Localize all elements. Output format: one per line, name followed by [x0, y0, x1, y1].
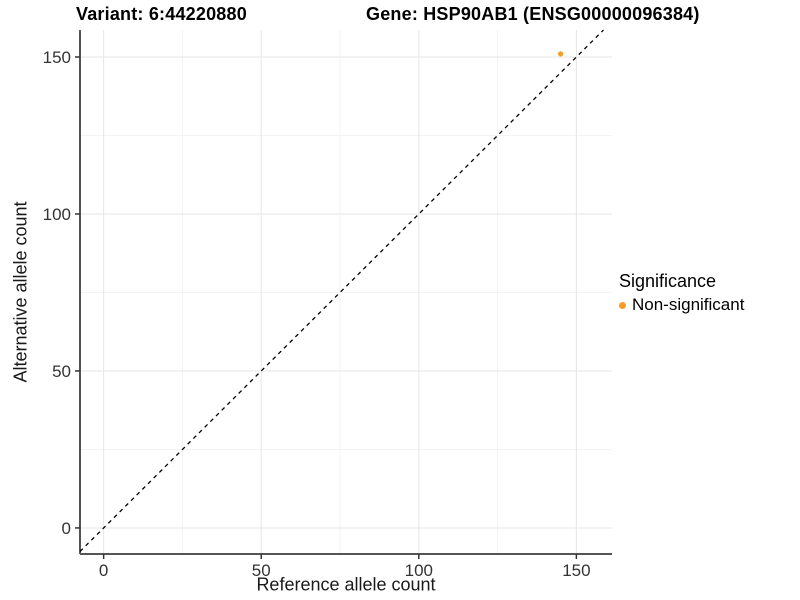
point-icon	[619, 301, 626, 309]
legend: Significance Non-significant	[619, 271, 744, 315]
y-tick-label: 150	[43, 48, 71, 67]
x-tick-label: 50	[252, 561, 271, 580]
x-axis-title: Reference allele count	[256, 574, 436, 595]
y-axis-title: Alternative allele count	[10, 201, 31, 383]
x-tick-label: 0	[99, 561, 108, 580]
y-tick-label: 100	[43, 205, 71, 224]
data-point	[558, 51, 564, 57]
y-tick-label: 0	[62, 519, 71, 538]
legend-entry-non-significant: Non-significant	[619, 295, 744, 315]
x-tick-label: 150	[562, 561, 590, 580]
legend-title: Significance	[619, 271, 717, 291]
y-tick-label: 50	[52, 362, 71, 381]
legend-entry-label: Non-significant	[632, 295, 745, 314]
x-tick-label: 100	[405, 561, 433, 580]
gene-title: Gene: HSP90AB1 (ENSG00000096384)	[366, 4, 700, 24]
identity-line	[79, 29, 604, 552]
variant-title: Variant: 6:44220880	[76, 4, 247, 24]
